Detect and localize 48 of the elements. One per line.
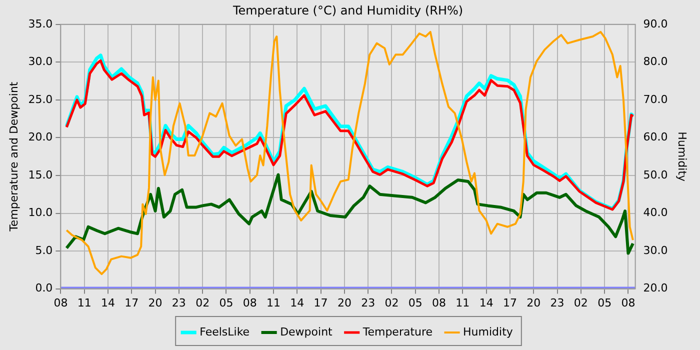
y2-tick-label: 60.0 xyxy=(643,130,668,144)
chart-title: Temperature (°C) and Humidity (RH%) xyxy=(232,3,464,18)
x-tick-label: 08 xyxy=(54,296,68,310)
y-tick-label: 30.0 xyxy=(28,55,53,68)
x-tick-label: 23 xyxy=(550,296,564,310)
x-tick-label: 14 xyxy=(290,296,304,310)
x-tick-label: 14 xyxy=(479,296,494,310)
y-tick-label: 25.0 xyxy=(28,92,53,106)
x-tick-label: 05 xyxy=(408,296,422,310)
x-tick-label: 14 xyxy=(100,296,115,310)
x-tick-label: 05 xyxy=(598,296,612,310)
y2-tick-label: 70.0 xyxy=(643,92,668,106)
y-tick-label: 35.0 xyxy=(28,17,53,30)
x-tick-label: 20 xyxy=(337,296,352,310)
legend-label: Temperature xyxy=(362,325,433,338)
y-tick-label: 15.0 xyxy=(28,168,53,182)
y2-tick-label: 40.0 xyxy=(643,206,668,220)
y-tick-label: 10.0 xyxy=(28,206,53,220)
x-tick-label: 08 xyxy=(432,296,446,310)
x-tick-label: 08 xyxy=(621,296,636,310)
y2-tick-label: 80.0 xyxy=(643,55,668,68)
x-tick-label: 02 xyxy=(384,296,399,310)
y-tick-label: 5.0 xyxy=(35,244,53,257)
x-tick-label: 02 xyxy=(196,296,210,310)
x-tick-label: 17 xyxy=(314,296,328,310)
x-tick-label: 23 xyxy=(361,296,376,310)
y-axis-title: Temperature and Dewpoint xyxy=(7,81,20,232)
y-tick-label: 20.0 xyxy=(28,130,53,144)
x-tick-label: 08 xyxy=(242,296,257,310)
x-tick-label: 11 xyxy=(456,296,470,310)
x-tick-label: 20 xyxy=(148,296,162,310)
x-tick-label: 11 xyxy=(77,296,92,310)
y2-tick-label: 30.0 xyxy=(643,244,668,257)
x-tick-label: 17 xyxy=(502,296,517,310)
x-tick-label: 05 xyxy=(219,296,234,310)
legend-label: Humidity xyxy=(463,325,514,338)
x-tick-label: 02 xyxy=(574,296,588,310)
y2-tick-label: 50.0 xyxy=(643,168,668,182)
x-tick-label: 20 xyxy=(526,296,541,310)
y2-tick-label: 20.0 xyxy=(643,282,668,295)
y2-axis-title: Humidity xyxy=(676,132,689,182)
x-tick-label: 23 xyxy=(172,296,186,310)
legend-label: FeelsLike xyxy=(200,325,250,338)
x-tick-label: 11 xyxy=(266,296,281,310)
y2-tick-label: 90.0 xyxy=(643,17,668,30)
x-tick-label: 17 xyxy=(124,296,139,310)
y-tick-label: 0.0 xyxy=(35,282,53,295)
legend-label: Dewpoint xyxy=(280,325,334,338)
